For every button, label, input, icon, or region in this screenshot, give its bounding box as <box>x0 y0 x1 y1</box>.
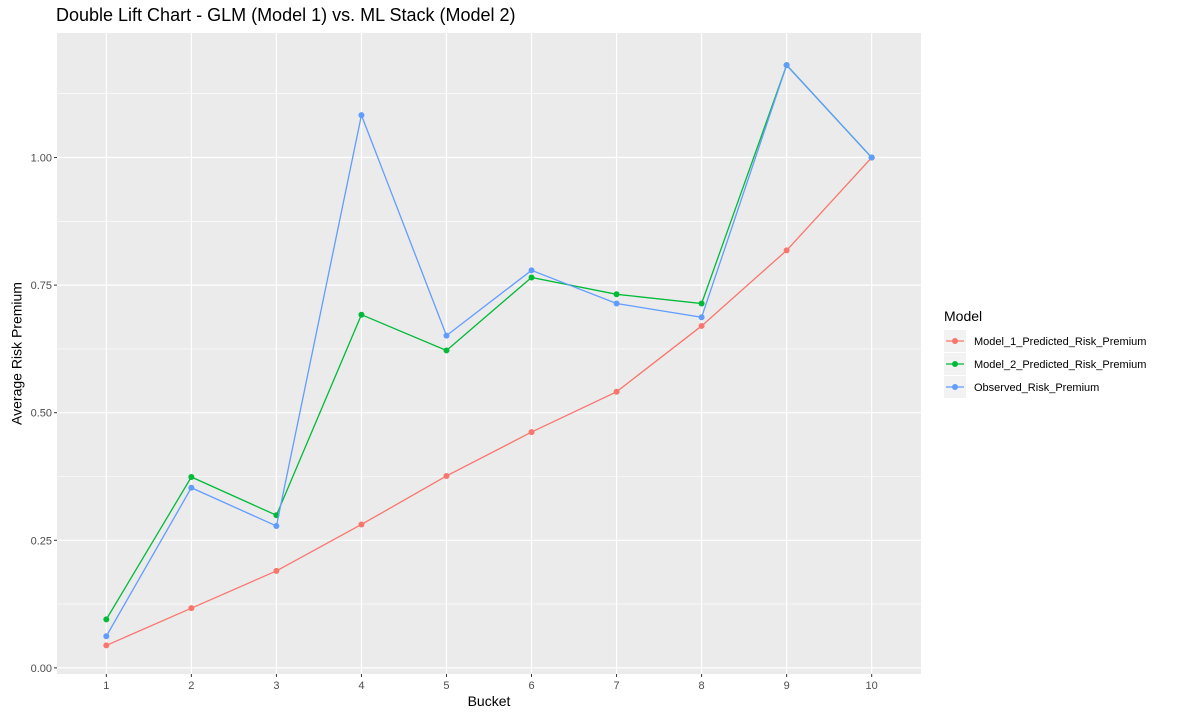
x-tick-label: 3 <box>273 680 279 692</box>
data-point <box>613 300 620 307</box>
series-line-2 <box>105 63 873 620</box>
data-point <box>613 388 620 395</box>
y-tick-label: 0.50 <box>31 408 52 420</box>
x-tick-label: 7 <box>613 680 619 692</box>
x-tick-label: 1 <box>103 680 109 692</box>
legend-item: Model_1_Predicted_Risk_Premium <box>944 330 1146 352</box>
y-axis-title: Average Risk Premium <box>9 282 25 425</box>
data-point <box>273 567 280 574</box>
x-tick-label: 10 <box>866 680 878 692</box>
data-point <box>188 484 195 491</box>
major-gridlines <box>57 33 921 674</box>
y-tick-label: 0.00 <box>31 663 52 675</box>
data-point <box>528 267 535 274</box>
data-point <box>698 314 705 321</box>
legend-label: Model_2_Predicted_Risk_Premium <box>974 359 1146 371</box>
data-point <box>358 112 365 119</box>
data-point <box>698 300 705 307</box>
x-tick-label: 8 <box>699 680 705 692</box>
data-point <box>783 62 790 69</box>
series-line-3 <box>105 63 873 637</box>
data-point <box>188 474 195 481</box>
x-tick-label: 2 <box>188 680 194 692</box>
legend-key-point <box>952 384 958 390</box>
x-tick-label: 5 <box>443 680 449 692</box>
data-point <box>188 605 195 612</box>
y-axis: 0.00 0.25 0.50 0.75 1.00 <box>31 153 57 675</box>
x-axis-title: Bucket <box>468 693 511 709</box>
series-layer <box>103 62 875 649</box>
x-axis: 1 2 3 4 5 6 7 8 9 10 <box>103 674 878 692</box>
data-point <box>358 521 365 528</box>
series-3 <box>103 62 875 640</box>
x-tick-label: 9 <box>784 680 790 692</box>
data-point <box>783 247 790 254</box>
y-tick-label: 0.25 <box>31 535 52 547</box>
legend-title: Model <box>944 308 982 324</box>
data-point <box>528 429 535 436</box>
legend-key-point <box>952 361 958 367</box>
legend: Model Model_1_Predicted_Risk_Premium Mode… <box>944 308 1146 398</box>
data-point <box>103 633 110 640</box>
series-line-1 <box>106 157 873 647</box>
data-point <box>443 472 450 479</box>
minor-gridlines <box>57 93 921 605</box>
y-tick-label: 1.00 <box>31 153 52 165</box>
legend-label: Observed_Risk_Premium <box>974 382 1099 394</box>
legend-label: Model_1_Predicted_Risk_Premium <box>974 336 1146 348</box>
data-point <box>528 274 535 281</box>
data-point <box>868 154 875 161</box>
series-2 <box>103 62 875 623</box>
x-tick-label: 6 <box>528 680 534 692</box>
chart-title: Double Lift Chart - GLM (Model 1) vs. ML… <box>56 5 515 25</box>
data-point <box>613 291 620 298</box>
y-tick-label: 0.75 <box>31 280 52 292</box>
legend-item: Observed_Risk_Premium <box>944 376 1099 398</box>
series-1 <box>103 154 875 649</box>
data-point <box>698 322 705 329</box>
data-point <box>358 311 365 318</box>
x-tick-label: 4 <box>358 680 364 692</box>
data-point <box>273 522 280 529</box>
data-point <box>443 332 450 339</box>
data-point <box>443 347 450 354</box>
plot-panel <box>57 33 921 674</box>
legend-key-point <box>952 338 958 344</box>
data-point <box>103 642 110 649</box>
data-point <box>103 616 110 623</box>
legend-item: Model_2_Predicted_Risk_Premium <box>944 353 1146 375</box>
